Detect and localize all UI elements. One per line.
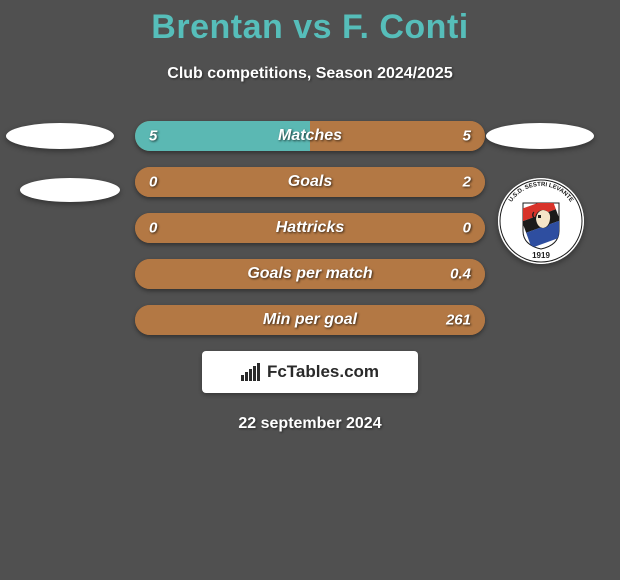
player-avatar-placeholder [20, 178, 120, 202]
stat-bar: 02Goals [135, 167, 485, 197]
bar-right-segment [310, 121, 485, 151]
player-avatar-placeholder [486, 123, 594, 149]
crest-year: 1919 [532, 251, 550, 260]
stat-bar: 55Matches [135, 121, 485, 151]
bar-left-segment [135, 121, 310, 151]
bar-right-segment [135, 259, 485, 289]
subtitle: Club competitions, Season 2024/2025 [0, 65, 620, 83]
stat-bar: 0.4Goals per match [135, 259, 485, 289]
page-title: Brentan vs F. Conti [0, 0, 620, 47]
brand-logo: FcTables.com [202, 351, 418, 393]
date-label: 22 september 2024 [0, 415, 620, 433]
bars-chart-icon [241, 363, 263, 381]
club-crest: U.S.D. SESTRI LEVANTE 1919 [498, 178, 584, 264]
bar-right-segment [135, 167, 485, 197]
brand-text: FcTables.com [267, 362, 379, 382]
player-avatar-placeholder [6, 123, 114, 149]
stat-bar: 261Min per goal [135, 305, 485, 335]
bar-right-segment [135, 305, 485, 335]
stat-bar: 00Hattricks [135, 213, 485, 243]
bar-right-segment [135, 213, 485, 243]
club-crest-svg: U.S.D. SESTRI LEVANTE 1919 [498, 178, 584, 264]
